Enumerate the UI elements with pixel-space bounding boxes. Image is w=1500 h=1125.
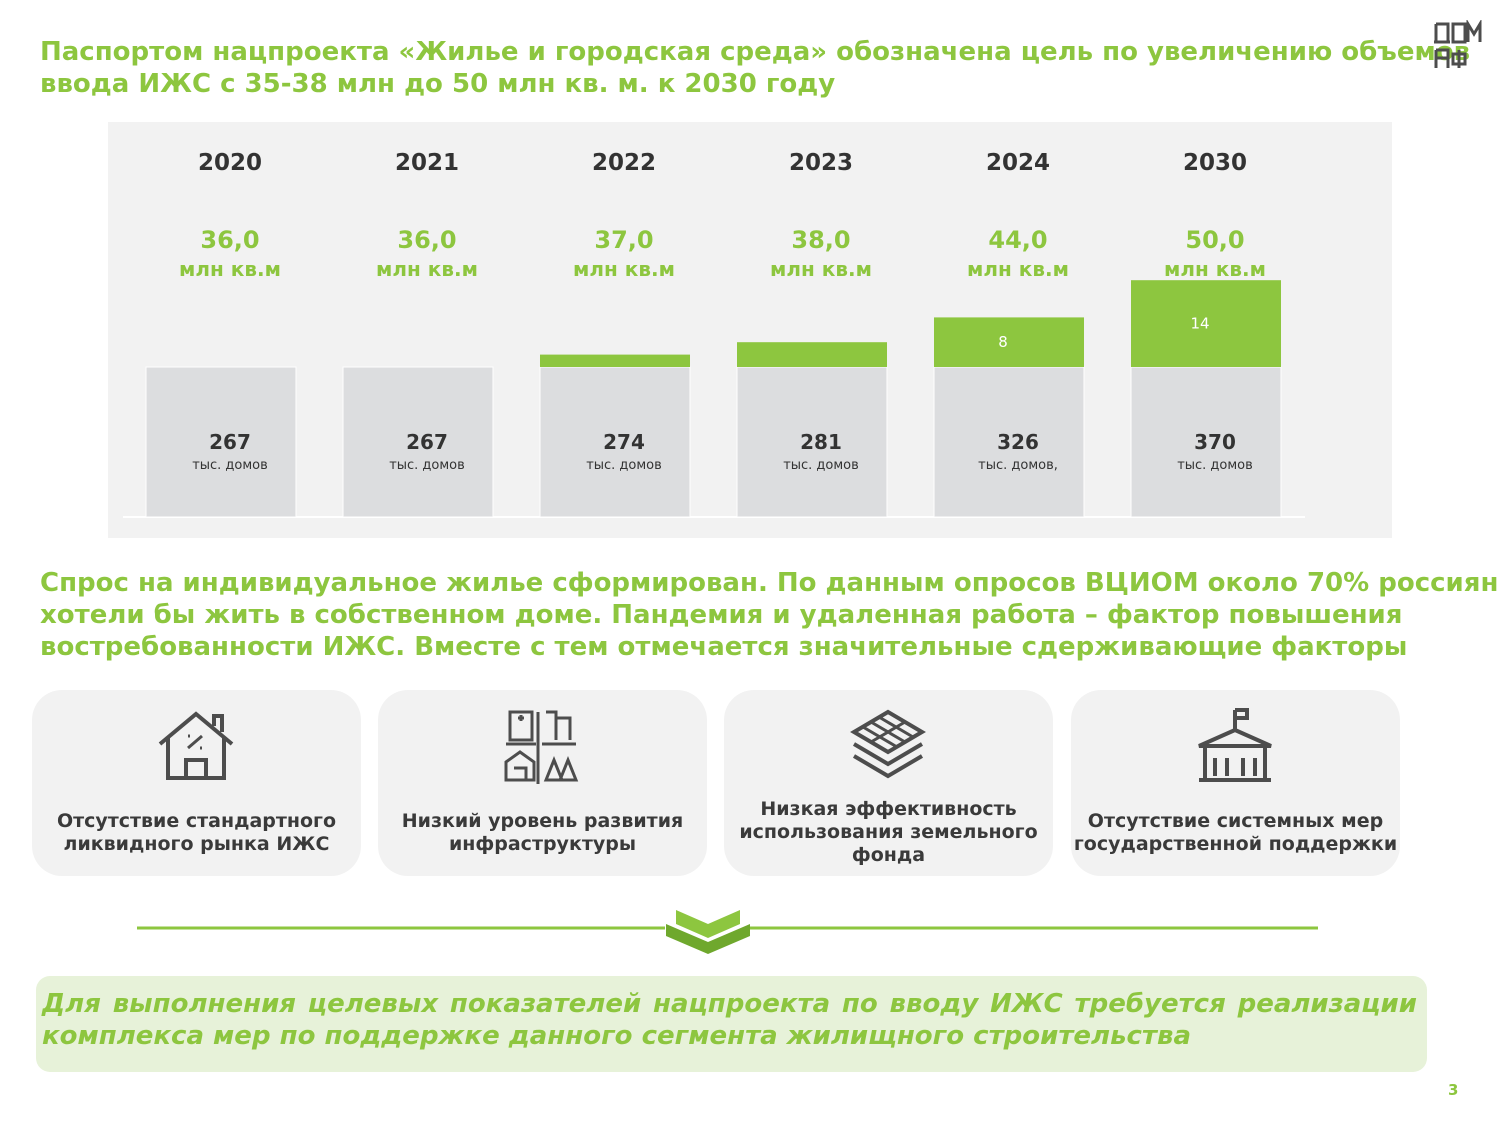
houses-unit: тыс. домов, — [978, 458, 1058, 473]
text-line: Спрос на индивидуальное жилье сформирова… — [40, 568, 1499, 598]
houses-value: 274 — [603, 430, 645, 454]
houses-block — [145, 366, 297, 518]
text-line: востребованности ИЖС. Вместе с тем отмеч… — [40, 632, 1408, 662]
target-value: 37,0 — [594, 226, 653, 254]
text-line: фонда — [851, 844, 926, 866]
target-unit: млн кв.м — [1164, 257, 1266, 281]
added-segment — [1131, 280, 1281, 367]
year-label: 2022 — [592, 150, 656, 176]
target-unit: млн кв.м — [770, 257, 872, 281]
factor-card: Отсутствие системных мер государственной … — [1071, 690, 1400, 876]
target-unit: млн кв.м — [376, 257, 478, 281]
houses-block — [933, 366, 1085, 518]
text-line: ликвидного рынка ИЖС — [63, 832, 330, 855]
houses-unit: тыс. домов — [1177, 458, 1253, 473]
title-line: ввода ИЖС с 35-38 млн до 50 млн кв. м. к… — [40, 69, 836, 99]
added-label: 14 — [1190, 315, 1209, 333]
demand-text: Спрос на индивидуальное жилье сформирова… — [40, 567, 1498, 663]
text-line: Для выполнения целевых показателей нацпр… — [42, 989, 1417, 1019]
text-line: Низкий уровень развития — [401, 809, 684, 832]
house-icon — [158, 711, 234, 780]
text-line: Низкая эффективность — [760, 798, 1017, 820]
year-label: 2030 — [1183, 150, 1247, 176]
text-line: инфраструктуры — [448, 832, 637, 855]
card-label: Низкий уровень развития инфраструктуры — [378, 795, 707, 870]
houses-unit: тыс. домов — [192, 458, 268, 473]
year-label: 2021 — [395, 150, 459, 176]
infrastructure-icon — [504, 710, 579, 784]
divider — [137, 910, 1318, 954]
text-line: государственной поддержки — [1073, 832, 1398, 855]
text-line: Отсутствие стандартного — [56, 809, 337, 832]
target-unit: млн кв.м — [967, 257, 1069, 281]
conclusion: Для выполнения целевых показателей нацпр… — [36, 976, 1427, 1072]
target-unit: млн кв.м — [573, 257, 675, 281]
houses-value: 370 — [1194, 430, 1236, 454]
houses-block — [342, 366, 494, 518]
target-value: 36,0 — [200, 226, 259, 254]
page-number: 3 — [1448, 1081, 1459, 1099]
factor-card: Отсутствие стандартного ликвидного рынка … — [32, 690, 361, 876]
houses-value: 281 — [800, 430, 842, 454]
land-icon — [850, 709, 926, 779]
target-value: 36,0 — [397, 226, 456, 254]
houses-value: 267 — [209, 430, 251, 454]
text-line: Отсутствие системных мер — [1087, 809, 1384, 832]
added-label: 8 — [998, 333, 1008, 351]
houses-block — [736, 366, 888, 518]
houses-unit: тыс. домов — [586, 458, 662, 473]
added-segment — [934, 317, 1084, 367]
houses-value: 326 — [997, 430, 1039, 454]
card-label: Низкая эффективность использования земель… — [724, 795, 1053, 870]
year-label: 2023 — [789, 150, 853, 176]
houses-unit: тыс. домов — [389, 458, 465, 473]
houses-value: 267 — [406, 430, 448, 454]
added-segment — [737, 342, 887, 367]
target-value: 50,0 — [1185, 226, 1244, 254]
year-label: 2024 — [986, 150, 1050, 176]
year-label: 2020 — [198, 150, 262, 176]
card-label: Отсутствие системных мер государственной … — [1071, 795, 1400, 870]
added-segment — [540, 354, 690, 367]
text-line: комплекса мер по поддержке данного сегме… — [42, 1021, 1191, 1051]
text-line: хотели бы жить в собственном доме. Панде… — [40, 600, 1403, 630]
logo — [1434, 20, 1482, 68]
factor-card: Низкая эффективность использования земель… — [724, 690, 1053, 876]
factor-card: Низкий уровень развития инфраструктуры — [378, 690, 707, 876]
chart: 2020 36,0 млн кв.м 267 тыс. домов 2021 36,0 млн… — [108, 122, 1392, 538]
target-value: 38,0 — [791, 226, 850, 254]
houses-unit: тыс. домов — [783, 458, 859, 473]
title-line: Паспортом нацпроекта «Жилье и городская … — [40, 37, 1471, 67]
text-line: использования земельного — [739, 821, 1038, 843]
target-value: 44,0 — [988, 226, 1047, 254]
card-label: Отсутствие стандартного ликвидного рынка … — [32, 795, 361, 870]
target-unit: млн кв.м — [179, 257, 281, 281]
houses-block — [539, 366, 691, 518]
government-icon — [1198, 708, 1272, 782]
slide-title: Паспортом нацпроекта «Жилье и городская … — [40, 36, 1470, 100]
